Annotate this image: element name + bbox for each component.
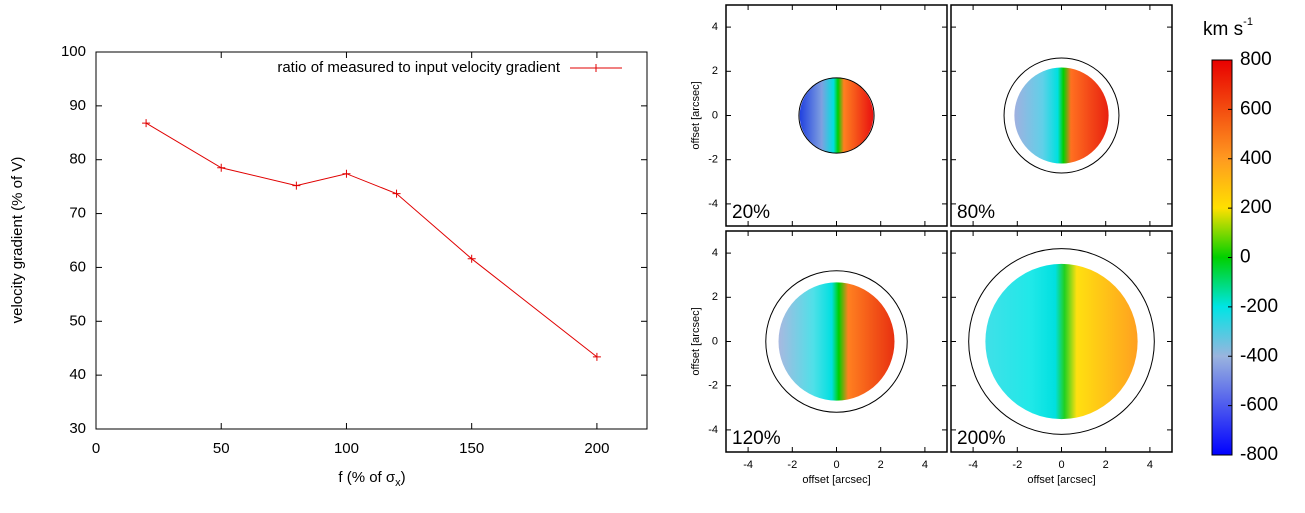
colorbar-tick-label: -400 <box>1240 345 1278 366</box>
colorbar-tick-label: 600 <box>1240 98 1272 119</box>
y-tick-label: 0 <box>712 335 718 347</box>
x-label-text: f (% of σ <box>338 469 396 486</box>
x-tick-label: 4 <box>922 459 928 471</box>
y-axis-label: velocity gradient (% of V) <box>9 157 26 324</box>
point-marker <box>142 119 151 128</box>
x-tick-label: 0 <box>92 440 100 457</box>
y-tick-label: -4 <box>708 424 718 436</box>
x-tick-label: 0 <box>1058 459 1064 471</box>
point-marker <box>292 181 301 190</box>
colorbar-tick-label: -200 <box>1240 296 1278 317</box>
y-tick-label: 30 <box>69 420 86 437</box>
aperture <box>968 248 1155 435</box>
y-tick-label: 2 <box>712 291 718 303</box>
x-tick-label: -2 <box>787 459 797 471</box>
colorbar-tick-label: -600 <box>1240 395 1278 416</box>
panel-label: 120% <box>732 428 781 449</box>
legend-label: ratio of measured to input velocity grad… <box>277 59 560 76</box>
x-tick-label: 2 <box>878 459 884 471</box>
plot-frame <box>95 51 648 430</box>
y-tick-label: 70 <box>69 205 86 222</box>
x-tick-label: 4 <box>1147 459 1153 471</box>
x-tick-label: 50 <box>213 440 230 457</box>
y-tick-label: 90 <box>69 97 86 114</box>
point-marker <box>217 163 226 172</box>
x-label-text: ) <box>401 469 406 486</box>
y-tick-label: 0 <box>712 109 718 121</box>
velocity-field <box>778 282 895 401</box>
y-tick-label: 50 <box>69 312 86 329</box>
y-tick-label: -4 <box>708 198 718 210</box>
x-tick-label: 2 <box>1103 459 1109 471</box>
x-tick-label: -4 <box>968 459 978 471</box>
point-marker <box>467 254 476 263</box>
y-tick-label: 40 <box>69 366 86 383</box>
velocity-field <box>799 77 874 154</box>
panel-label: 80% <box>957 202 995 223</box>
point-marker <box>592 352 601 361</box>
x-axis-label: f (% of σx) <box>338 469 405 489</box>
colorbar-tick-label: 800 <box>1240 49 1272 70</box>
colorbar-tick-label: 200 <box>1240 197 1272 218</box>
colorbar-tick-label: 400 <box>1240 148 1272 169</box>
panel-label: 20% <box>732 202 770 223</box>
velocity-field <box>985 263 1138 420</box>
point-marker <box>392 189 401 198</box>
y-tick-label: 60 <box>69 258 86 275</box>
x-tick-label: 200 <box>584 440 609 457</box>
x-axis-label: offset [arcsec] <box>802 474 870 486</box>
y-tick-label: 4 <box>712 21 718 33</box>
aperture <box>798 77 875 154</box>
y-tick-label: -2 <box>708 154 718 166</box>
data-line <box>145 122 598 358</box>
legend-marker <box>592 64 600 72</box>
y-tick-label: 2 <box>712 65 718 77</box>
point-marker <box>342 169 351 178</box>
y-tick-label: 4 <box>712 247 718 259</box>
colorbar-label: km s-1 <box>1203 16 1253 40</box>
x-tick-label: 100 <box>334 440 359 457</box>
colorbar-unit: km s <box>1203 19 1243 40</box>
x-axis-label: offset [arcsec] <box>1027 474 1095 486</box>
aperture <box>1003 57 1120 174</box>
x-tick-label: -2 <box>1012 459 1022 471</box>
panel-label: 200% <box>957 428 1006 449</box>
velocity-field <box>1014 67 1109 164</box>
y-axis-label: offset [arcsec] <box>690 307 702 375</box>
x-tick-label: 150 <box>459 440 484 457</box>
colorbar-tick-label: -800 <box>1240 444 1278 465</box>
x-tick-label: 0 <box>833 459 839 471</box>
y-tick-label: 100 <box>61 43 86 60</box>
y-tick-label: -2 <box>708 380 718 392</box>
colorbar-tick-label: 0 <box>1240 247 1251 268</box>
y-axis-label: offset [arcsec] <box>690 81 702 149</box>
aperture <box>765 270 908 413</box>
x-label-sub: x <box>395 477 401 489</box>
y-tick-label: 80 <box>69 151 86 168</box>
colorbar-unit-sup: -1 <box>1243 16 1253 28</box>
x-tick-label: -4 <box>743 459 753 471</box>
